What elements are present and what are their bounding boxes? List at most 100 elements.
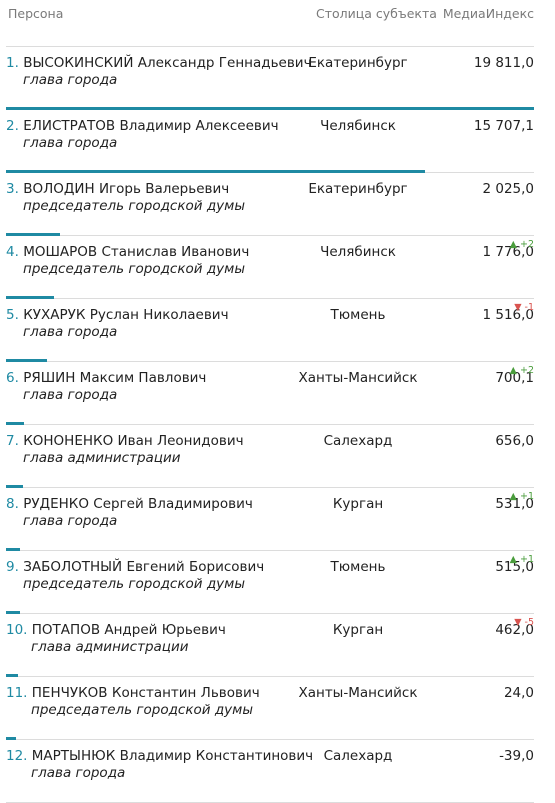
media-index-number: 515,0 [495, 559, 534, 575]
person-name-line: 11. ПЕНЧУКОВ Константин Львович [6, 685, 260, 701]
media-index-bar [6, 674, 19, 677]
person-name[interactable]: ПЕНЧУКОВ Константин Львович [31, 685, 260, 701]
rank-number: 1. [6, 55, 19, 71]
region-capital: Челябинск [320, 118, 396, 134]
person-name[interactable]: ВЫСОКИНСКИЙ Александр Геннадьевич [23, 55, 312, 71]
table-row[interactable]: 5. КУХАРУК Руслан Николаевич глава города… [6, 299, 534, 362]
person-role: глава администрации [23, 450, 181, 466]
person-role: глава города [23, 387, 118, 403]
person-name-line: 1. ВЫСОКИНСКИЙ Александр Геннадьевич [6, 55, 312, 71]
region-capital: Ханты-Мансийск [298, 370, 418, 386]
person-name[interactable]: ПОТАПОВ Андрей Юрьевич [31, 622, 226, 638]
rank-change-badge: ▲ +1 [509, 554, 534, 565]
region-capital: Курган [332, 496, 384, 512]
column-header-media-index[interactable]: МедиаИндекс [442, 6, 534, 21]
media-index-bar [6, 296, 54, 299]
media-index-number: 531,0 [495, 496, 534, 512]
media-index-value: ▼ -1 1 516,0 [482, 302, 534, 323]
person-role: глава администрации [31, 639, 189, 655]
media-index-value: 24,0 [503, 685, 534, 701]
person-name[interactable]: ЗАБОЛОТНЫЙ Евгений Борисович [23, 559, 265, 575]
media-index-value: 656,0 [495, 433, 534, 449]
rank-number: 2. [6, 118, 19, 134]
table-row[interactable]: 9. ЗАБОЛОТНЫЙ Евгений Борисович председат… [6, 551, 534, 614]
rank-number: 7. [6, 433, 19, 449]
media-index-value: ▼ -5 462,0 [495, 617, 534, 638]
person-role: председатель городской думы [31, 702, 253, 718]
rank-number: 5. [6, 307, 19, 323]
media-index-bar [6, 107, 534, 110]
rank-change-badge: ▲ +2 [509, 239, 534, 250]
rank-number: 9. [6, 559, 19, 575]
table-row[interactable]: 4. МОШАРОВ Станислав Иванович председател… [6, 236, 534, 299]
media-index-number: 462,0 [495, 622, 534, 638]
person-name-line: 7. КОНОНЕНКО Иван Леонидович [6, 433, 244, 449]
person-role: глава города [23, 135, 118, 151]
table-row[interactable]: 8. РУДЕНКО Сергей Владимирович глава горо… [6, 488, 534, 551]
person-name[interactable]: МАРТЫНЮК Владимир Константинович [31, 748, 314, 764]
media-index-number: 1 776,0 [482, 244, 534, 260]
person-role: глава города [31, 765, 126, 781]
person-name[interactable]: МОШАРОВ Станислав Иванович [23, 244, 250, 260]
person-name[interactable]: КОНОНЕНКО Иван Леонидович [23, 433, 244, 449]
media-index-value: -39,0 [499, 748, 534, 764]
table-header: Персона Столица субъекта МедиаИндекс [6, 0, 534, 47]
media-index-bar [6, 548, 21, 551]
table-row[interactable]: 10. ПОТАПОВ Андрей Юрьевич глава админист… [6, 614, 534, 677]
region-capital: Курган [332, 622, 384, 638]
table-row[interactable]: 11. ПЕНЧУКОВ Константин Львович председат… [6, 677, 534, 740]
person-name-line: 2. ЕЛИСТРАТОВ Владимир Алексеевич [6, 118, 279, 134]
rank-number: 11. [6, 685, 28, 701]
person-role: глава города [23, 72, 118, 88]
media-index-value: ▲ +2 1 776,0 [482, 239, 534, 260]
table-row[interactable]: 2. ЕЛИСТРАТОВ Владимир Алексеевич глава г… [6, 110, 534, 173]
table-row[interactable]: 1. ВЫСОКИНСКИЙ Александр Геннадьевич глав… [6, 47, 534, 110]
table-row[interactable]: 7. КОНОНЕНКО Иван Леонидович глава админи… [6, 425, 534, 488]
region-capital: Салехард [323, 433, 393, 449]
person-name[interactable]: ЕЛИСТРАТОВ Владимир Алексеевич [23, 118, 279, 134]
person-name[interactable]: РЯШИН Максим Павлович [23, 370, 207, 386]
person-role: председатель городской думы [23, 198, 245, 214]
person-name-line: 5. КУХАРУК Руслан Николаевич [6, 307, 229, 323]
column-header-capital[interactable]: Столица субъекта [316, 6, 437, 21]
table-row[interactable]: 12. МАРТЫНЮК Владимир Константинович глав… [6, 740, 534, 803]
rank-number: 6. [6, 370, 19, 386]
column-header-person[interactable]: Персона [8, 6, 64, 21]
media-index-bar [6, 485, 24, 488]
rank-number: 8. [6, 496, 19, 512]
media-index-bar [6, 359, 47, 362]
table-row[interactable]: 6. РЯШИН Максим Павлович глава города Хант… [6, 362, 534, 425]
media-index-bar [6, 737, 16, 740]
rank-change-badge: ▼ -1 [514, 302, 534, 313]
person-name-line: 6. РЯШИН Максим Павлович [6, 370, 206, 386]
table-body: 1. ВЫСОКИНСКИЙ Александр Геннадьевич глав… [6, 47, 534, 803]
rank-number: 12. [6, 748, 28, 764]
person-name[interactable]: РУДЕНКО Сергей Владимирович [23, 496, 253, 512]
rank-number: 3. [6, 181, 19, 197]
person-name-line: 3. ВОЛОДИН Игорь Валерьевич [6, 181, 229, 197]
rank-change-badge: ▼ -5 [514, 617, 534, 628]
person-name[interactable]: ВОЛОДИН Игорь Валерьевич [23, 181, 230, 197]
person-role: глава города [23, 513, 118, 529]
region-capital: Тюмень [330, 307, 386, 323]
media-index-bar [6, 611, 20, 614]
person-name[interactable]: КУХАРУК Руслан Николаевич [23, 307, 229, 323]
media-index-value: ▲ +1 531,0 [495, 491, 534, 512]
region-capital: Екатеринбург [308, 55, 408, 71]
rank-change-badge: ▲ +2 [509, 365, 534, 376]
region-capital: Екатеринбург [308, 181, 408, 197]
person-role: глава города [23, 324, 118, 340]
media-index-value: ▲ +1 515,0 [495, 554, 534, 575]
table-row[interactable]: 3. ВОЛОДИН Игорь Валерьевич председатель … [6, 173, 534, 236]
media-index-bar [6, 422, 25, 425]
media-index-value: 2 025,0 [482, 181, 534, 197]
person-role: председатель городской думы [23, 576, 245, 592]
region-capital: Ханты-Мансийск [298, 685, 418, 701]
media-index-value: 15 707,1 [473, 118, 534, 134]
media-index-number: 1 516,0 [482, 307, 534, 323]
region-capital: Тюмень [330, 559, 386, 575]
media-index-number: 700,1 [495, 370, 534, 386]
region-capital: Челябинск [320, 244, 396, 260]
rank-change-badge: ▲ +1 [509, 491, 534, 502]
media-index-bar [6, 233, 60, 236]
